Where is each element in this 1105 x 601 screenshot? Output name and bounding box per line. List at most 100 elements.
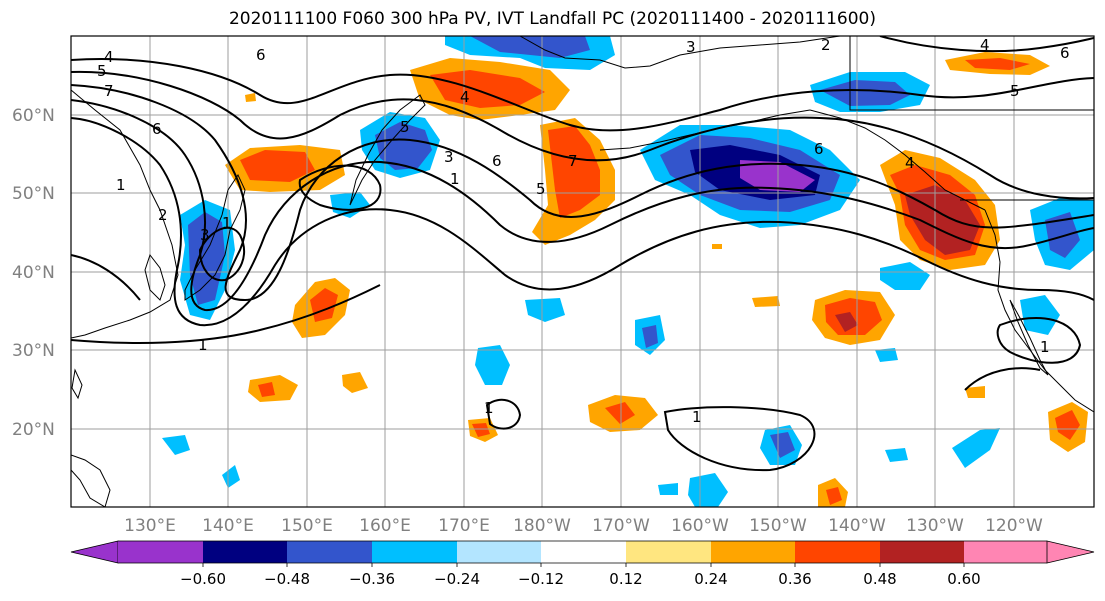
pv-contour: [663, 406, 816, 472]
anomaly-region: [642, 325, 658, 348]
pv-contour: [71, 84, 1094, 302]
anomaly-region: [770, 432, 795, 458]
colorbar-segment: [70, 540, 119, 564]
anomaly-region: [835, 312, 858, 332]
contour-label: 7: [104, 82, 114, 100]
pv-contour: [879, 36, 1094, 53]
colorbar-segment: [118, 541, 203, 563]
colorbar-segment: [372, 541, 457, 563]
anomaly-region: [605, 402, 635, 424]
anomaly-region: [1020, 295, 1060, 335]
map-panel: 4 5 7 6 6 3 2 4 5 6 6 7 4 5 5 3 6 1 1 1: [70, 35, 1095, 508]
anomaly-region: [965, 386, 985, 398]
anomaly-region: [752, 296, 780, 307]
contour-label: 5: [536, 180, 546, 198]
anomaly-region: [188, 212, 225, 305]
coastline-beringia: [519, 36, 841, 69]
colorbar-tick-label: 0.36: [778, 570, 811, 588]
pv-contour: [964, 367, 1041, 391]
contour-label: 6: [1060, 44, 1070, 62]
lon-label: 140°E: [202, 516, 254, 536]
coastline-philippines: [71, 454, 111, 507]
anomaly-region: [712, 244, 722, 249]
lat-label: 20°N: [12, 420, 55, 440]
anomaly-region: [658, 483, 678, 495]
lon-label: 150°W: [749, 516, 807, 536]
anomaly-region: [952, 428, 1000, 468]
coastline-baja: [1009, 299, 1049, 376]
boundary-canada: [849, 36, 1094, 111]
contour-label: 6: [256, 46, 266, 64]
colorbar-tick-label: 0.48: [863, 570, 896, 588]
anomaly-region: [688, 473, 728, 507]
anomaly-region: [162, 435, 190, 455]
contour-label: 5: [97, 62, 107, 80]
lon-label: 130°W: [906, 516, 964, 536]
contour-label: 1: [692, 408, 702, 426]
pv-contour: [71, 284, 381, 344]
contour-label: 1: [1040, 338, 1050, 356]
colorbar-tick-label: −0.12: [518, 570, 564, 588]
contour-label: 1: [198, 336, 208, 354]
colorbar-tick-label: 0.24: [694, 570, 727, 588]
anomaly-region: [875, 348, 898, 362]
lon-label: 150°E: [281, 516, 333, 536]
anomaly-region: [825, 298, 882, 335]
colorbar-segment: [880, 541, 964, 563]
contour-labels: 4 5 7 6 6 3 2 4 5 6 6 7 4 5 5 3 6 1 1 1: [97, 36, 1070, 426]
anomaly-region: [548, 126, 600, 218]
lon-label: 120°W: [985, 516, 1043, 536]
contour-label: 1: [116, 176, 126, 194]
anomaly-region: [1045, 212, 1080, 258]
anomaly-region: [1055, 410, 1080, 440]
colorbar-segment: [541, 541, 626, 563]
pv-contour: [71, 58, 1094, 132]
lat-labels: 60°N 50°N 40°N 30°N 20°N: [12, 106, 55, 440]
anomaly-region: [820, 80, 910, 106]
coastline-na-west: [984, 209, 1094, 413]
lon-labels: 130°E 140°E 150°E 160°E 170°E 180°W 170°…: [124, 516, 1043, 536]
anomaly-region: [826, 487, 842, 505]
contour-label: 1: [222, 214, 232, 232]
colorbar-tick-label: 0.60: [947, 570, 980, 588]
contour-label: 2: [158, 206, 168, 224]
pv-contour: [198, 226, 245, 282]
colorbar-segment: [795, 541, 880, 563]
colorbar-segment: [711, 541, 795, 563]
anomaly-region: [475, 345, 510, 385]
gridlines: [71, 36, 1094, 507]
anomaly-region: [342, 372, 368, 393]
colorbar-segment: [1046, 540, 1095, 564]
coastline-taiwan: [71, 368, 83, 400]
anomaly-region: [885, 448, 908, 462]
anomaly-region: [258, 382, 275, 397]
coastline-korea: [144, 253, 166, 301]
colorbar-tick-label: −0.48: [264, 570, 310, 588]
contour-label: 4: [980, 36, 990, 54]
colorbar: −0.60 −0.48 −0.36 −0.24 −0.12 0.12 0.24 …: [70, 540, 1095, 588]
contour-label: 5: [1010, 82, 1020, 100]
contour-label: 1: [484, 399, 494, 417]
contour-label: 6: [152, 120, 162, 138]
contour-label: 5: [400, 118, 410, 136]
anomaly-region: [222, 465, 240, 488]
colorbar-outline: [118, 540, 1047, 564]
pv-contour: [996, 317, 1082, 364]
colorbar-ticks: [202, 563, 965, 567]
lon-label: 170°E: [438, 516, 490, 536]
pv-contours: [71, 36, 1094, 472]
anomaly-region: [430, 70, 545, 108]
lat-label: 60°N: [12, 106, 55, 126]
contour-label: 3: [686, 38, 696, 56]
lon-label: 160°W: [671, 516, 729, 536]
contour-label: 7: [568, 152, 578, 170]
colorbar-segment: [203, 541, 287, 563]
pv-contour: [485, 398, 522, 430]
pv-contour: [71, 117, 1094, 327]
contour-label: 6: [814, 140, 824, 158]
colorbar-segment: [287, 541, 372, 563]
contour-label: 4: [104, 48, 114, 66]
contour-label: 6: [492, 152, 502, 170]
pv-contour: [298, 164, 382, 211]
colorbar-segment: [964, 541, 1047, 563]
